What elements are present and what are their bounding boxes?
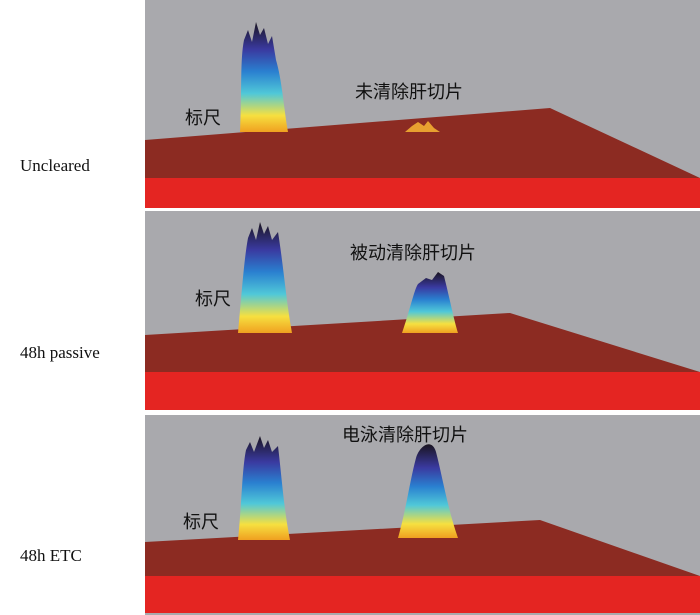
scale-label: 标尺	[183, 512, 219, 533]
panel: 48h passive 标尺 被动清除肝切片	[20, 211, 700, 410]
row-label: 48h ETC	[20, 546, 82, 565]
row-label: Uncleared	[20, 156, 90, 175]
sample-peak	[402, 272, 458, 333]
scale-label: 标尺	[195, 289, 231, 310]
surface-front	[145, 178, 700, 208]
sample-peak	[398, 444, 458, 538]
panel-caption: 电泳清除肝切片	[342, 425, 468, 446]
scale-label: 标尺	[185, 108, 221, 129]
surface-front	[145, 576, 700, 613]
row-label: 48h passive	[20, 343, 100, 362]
scale-peak	[238, 222, 292, 333]
surface-plane	[145, 108, 700, 178]
panel-caption: 被动清除肝切片	[350, 243, 476, 264]
surface-front	[145, 372, 700, 410]
sample-peak	[405, 121, 440, 132]
scale-peak	[240, 22, 288, 132]
surface-plane	[145, 520, 700, 576]
panel: 48h ETC 标尺 电泳清除肝切片	[20, 415, 700, 615]
panel-caption: 未清除肝切片	[355, 82, 463, 103]
panel: Uncleared 标尺 未清除肝切片	[20, 0, 700, 208]
scale-peak	[238, 436, 290, 540]
